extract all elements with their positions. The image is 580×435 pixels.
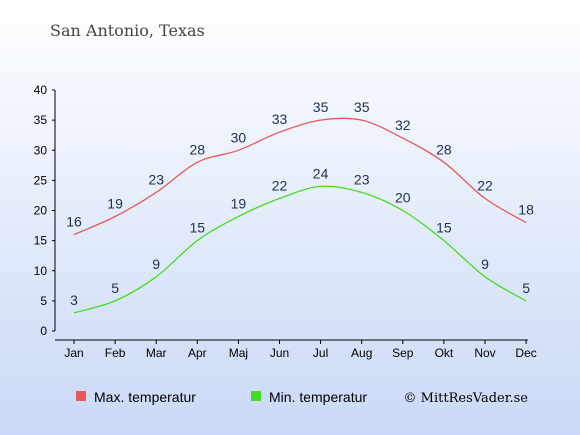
data-label-max: 30	[231, 129, 247, 145]
legend-label-max: Max. temperatur	[94, 389, 196, 405]
data-label-min: 24	[313, 165, 329, 181]
data-label-max: 23	[148, 171, 164, 187]
data-label-max: 18	[518, 202, 534, 218]
x-tick-label: Okt	[435, 346, 454, 360]
y-tick-label: 35	[34, 113, 48, 127]
data-label-min: 5	[111, 280, 119, 296]
data-label-min: 20	[395, 190, 411, 206]
data-label-max: 35	[354, 99, 370, 115]
y-tick-label: 0	[40, 324, 47, 338]
credit: © MittResVader.se	[404, 391, 529, 406]
legend: Max. temperatur Min. temperatur	[76, 389, 367, 405]
data-label-max: 33	[272, 111, 288, 127]
y-tick-label: 40	[34, 83, 48, 97]
data-label-min: 22	[272, 177, 288, 193]
data-label-min: 19	[231, 196, 247, 212]
x-tick-label: Mar	[146, 346, 167, 360]
x-tick-label: Jun	[270, 346, 289, 360]
data-label-max: 19	[107, 196, 123, 212]
y-tick-label: 5	[40, 294, 47, 308]
x-tick-label: Aug	[351, 346, 372, 360]
data-label-min: 9	[152, 256, 160, 272]
data-label-max: 28	[436, 141, 452, 157]
data-label-min: 15	[190, 220, 206, 236]
y-tick-label: 25	[34, 173, 48, 187]
x-tick-label: Maj	[229, 346, 248, 360]
data-label-max: 35	[313, 99, 329, 115]
x-tick-label: Nov	[474, 346, 495, 360]
data-label-min: 5	[522, 280, 530, 296]
data-label-min: 23	[354, 171, 370, 187]
x-tick-label: Jan	[64, 346, 83, 360]
data-label-min: 9	[481, 256, 489, 272]
chart-title: San Antonio, Texas	[50, 21, 205, 40]
y-tick-label: 10	[34, 264, 48, 278]
y-tick-label: 15	[34, 234, 48, 248]
data-label-max: 22	[477, 177, 493, 193]
x-tick-label: Sep	[392, 346, 414, 360]
data-label-min: 15	[436, 220, 452, 236]
series-line-max	[73, 117, 527, 236]
data-label-max: 28	[190, 141, 206, 157]
data-label-max: 32	[395, 117, 411, 133]
x-tick-label: Dec	[515, 346, 536, 360]
data-label-max: 16	[66, 214, 82, 230]
legend-swatch-min	[251, 391, 261, 401]
y-tick-label: 20	[34, 204, 48, 218]
x-tick-label: Jul	[313, 346, 328, 360]
legend-swatch-max	[76, 391, 86, 401]
y-tick-label: 30	[34, 143, 48, 157]
x-tick-label: Apr	[188, 346, 207, 360]
legend-label-min: Min. temperatur	[269, 389, 367, 405]
series-lines	[73, 117, 527, 314]
x-tick-label: Feb	[105, 346, 126, 360]
series-line-min	[73, 185, 527, 314]
data-label-min: 3	[70, 292, 78, 308]
